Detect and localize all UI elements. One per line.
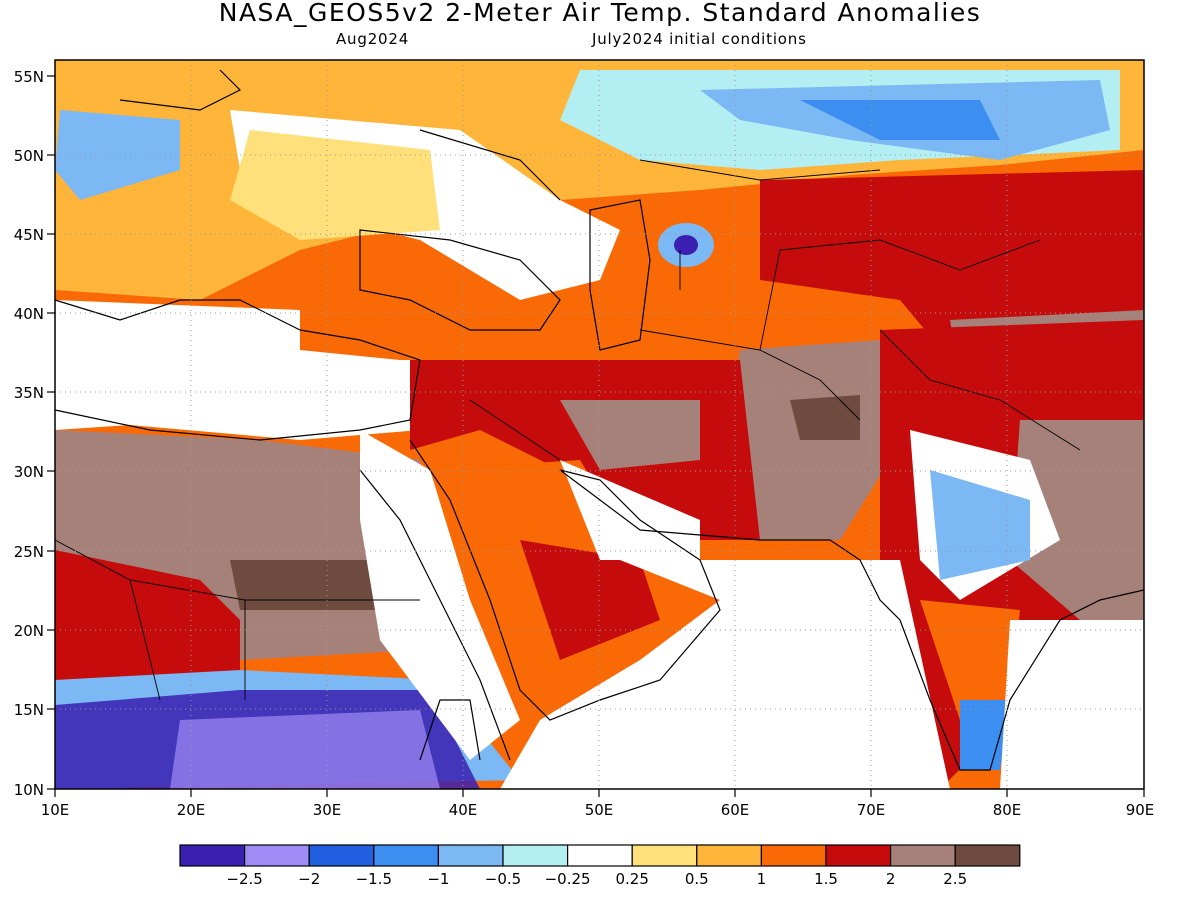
legend-swatch [954,844,1021,867]
lat-label: 10N [14,781,44,799]
legend-swatch [179,844,246,867]
legend-label: 2.5 [943,870,967,888]
legend-swatch [696,844,762,867]
lon-label: 80E [993,801,1022,819]
legend-swatch [566,844,633,867]
lon-label: 90E [1126,801,1155,819]
lat-labels: 55N 50N 45N 40N 35N 30N 25N 20N 15N 10N [14,68,44,799]
legend-swatch [437,844,504,867]
legend-label: −2 [298,870,320,888]
lon-label: 30E [313,801,342,819]
lat-label: 50N [14,147,44,165]
lon-label: 10E [41,801,70,819]
lat-label: 15N [14,701,44,719]
legend-label: −0.5 [485,870,521,888]
lon-label: 50E [585,801,614,819]
legend-swatches [179,844,1021,867]
legend-label: 1.5 [814,870,838,888]
initial-conditions: July2024 initial conditions [592,30,807,48]
lon-label: 60E [721,801,750,819]
legend-label: 2 [886,870,896,888]
lon-label: 20E [177,801,206,819]
legend-label: 0.25 [615,870,648,888]
borders [54,159,1081,701]
lat-label: 45N [14,226,44,244]
legend-swatch [825,844,892,867]
lon-labels: 10E 20E 30E 40E 50E 60E 70E 80E 90E [41,801,1155,819]
lat-label: 35N [14,384,44,402]
lat-label: 30N [14,463,44,481]
legend-label: −1 [427,870,449,888]
legend-swatch [631,844,698,867]
lat-label: 20N [14,622,44,640]
legend-label: −0.25 [545,870,591,888]
lat-label: 40N [14,305,44,323]
lat-label: 55N [14,68,44,86]
legend-swatch [244,844,310,867]
legend-swatch [308,844,375,867]
legend-label: 0.5 [685,870,709,888]
lon-label: 70E [857,801,886,819]
lon-label: 40E [449,801,478,819]
legend-swatch [760,844,827,867]
legend-swatch [502,844,569,867]
legend-swatch [373,844,439,867]
legend-labels: −2.5 −2 −1.5 −1 −0.5 −0.25 0.25 0.5 1 1.5 2 2.5 [226,870,967,888]
legend-label: −2.5 [226,870,262,888]
legend-label: −1.5 [356,870,392,888]
axis-ticks [47,75,1145,797]
coastlines [54,69,1145,771]
chart-title: NASA_GEOS5v2 2-Meter Air Temp. Standard … [218,0,982,27]
legend-swatch [889,844,956,867]
legend-label: 1 [757,870,767,888]
lat-label: 25N [14,543,44,561]
forecast-month: Aug2024 [336,30,410,48]
